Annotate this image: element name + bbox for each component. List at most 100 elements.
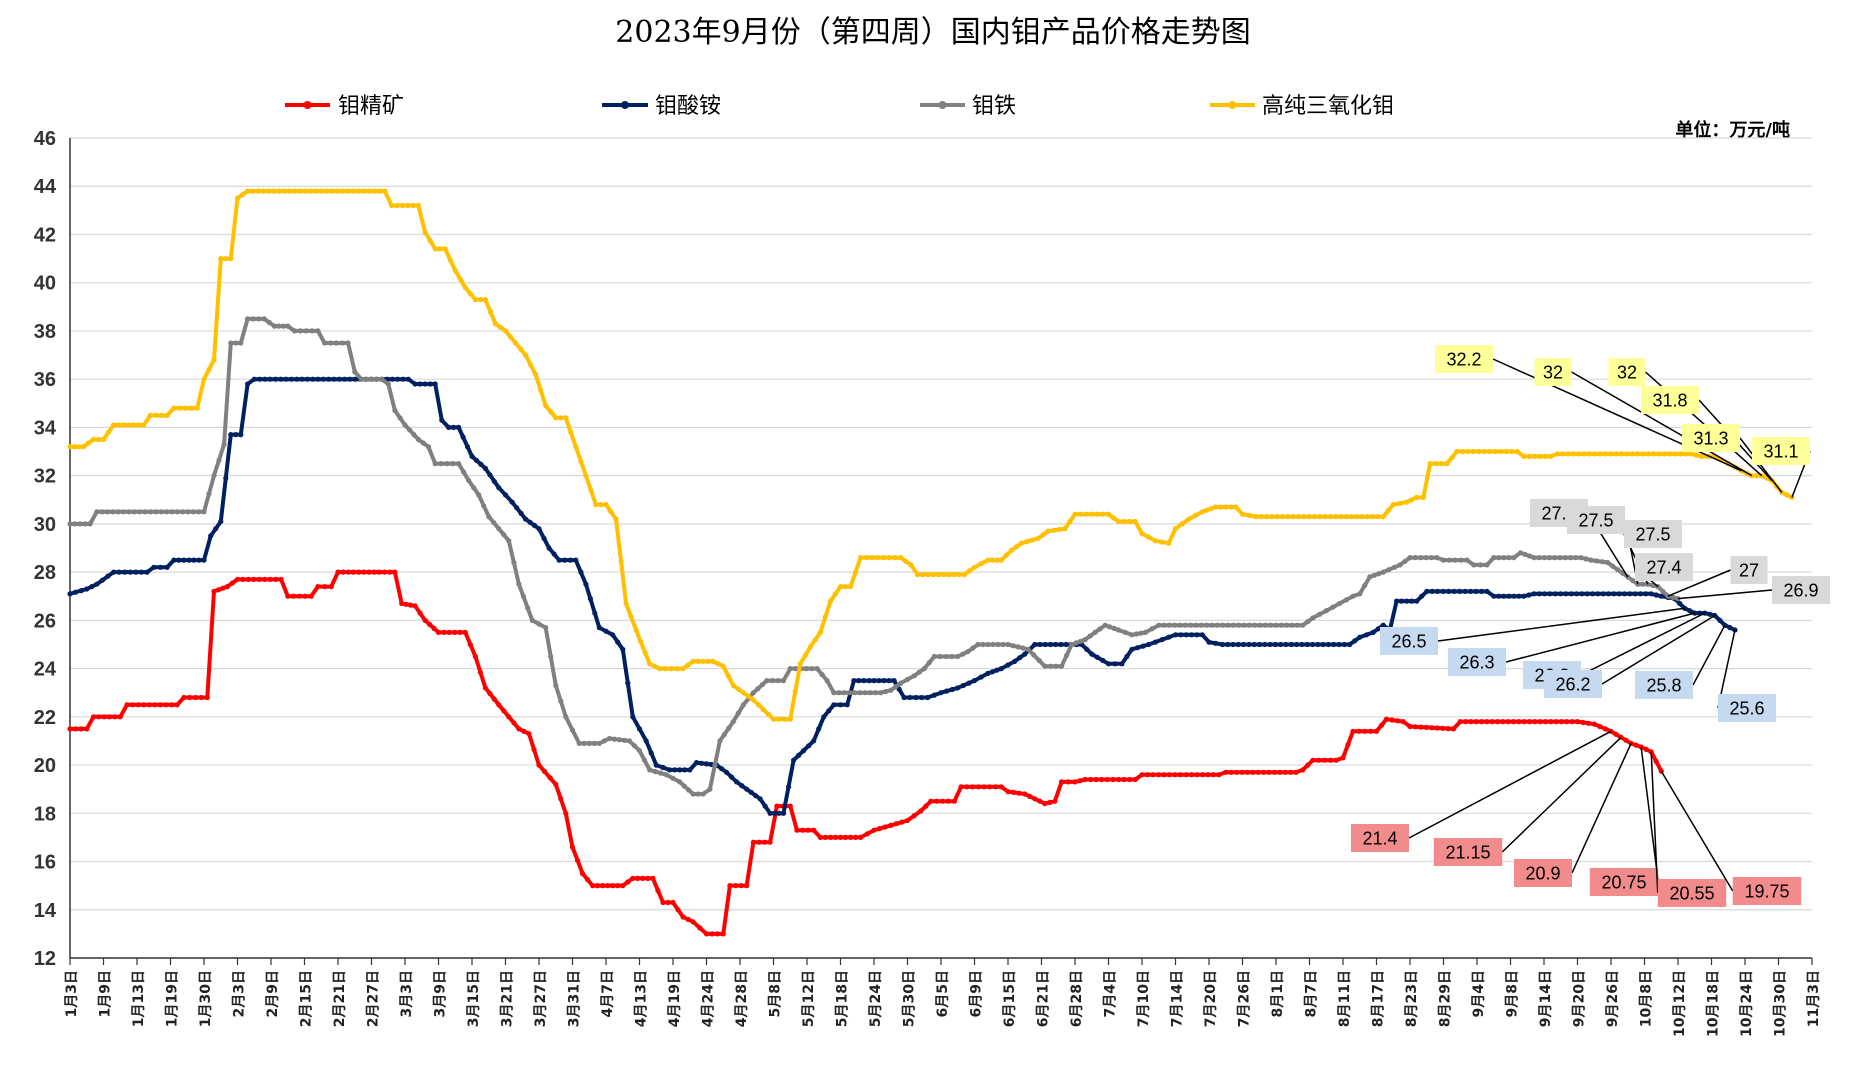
data-point <box>1619 451 1625 457</box>
data-point <box>491 520 497 526</box>
data-point <box>194 405 200 411</box>
data-point <box>417 381 423 387</box>
data-point <box>772 810 778 816</box>
x-tick-label: 8月23日 <box>1404 970 1420 1027</box>
data-point <box>318 188 325 194</box>
data-point <box>1526 592 1532 598</box>
data-point <box>1267 641 1273 648</box>
data-point <box>923 803 929 809</box>
callout-leader <box>1739 437 1783 493</box>
legend-item: 高纯三氧化钼 <box>1210 94 1394 119</box>
data-point <box>101 714 107 720</box>
data-point <box>452 268 458 274</box>
data-point <box>775 678 781 684</box>
data-point <box>1434 555 1440 561</box>
data-point <box>1018 540 1024 546</box>
data-point <box>363 376 370 382</box>
data-point <box>630 714 636 720</box>
x-tick-label: 4月28日 <box>734 970 750 1027</box>
data-point <box>1386 567 1392 573</box>
data-callout: 27.4 <box>1634 553 1693 588</box>
data-point <box>1177 622 1183 628</box>
data-point <box>304 376 310 382</box>
data-point <box>1112 661 1118 667</box>
x-tick-label: 2月27日 <box>366 970 382 1027</box>
data-point <box>272 376 279 382</box>
data-point <box>605 883 611 889</box>
data-point <box>1310 615 1316 621</box>
data-point <box>748 789 754 796</box>
data-point <box>516 726 522 732</box>
data-point <box>291 593 297 599</box>
data-point <box>1022 791 1028 797</box>
data-point <box>635 875 641 882</box>
data-callout: 31.3 <box>1682 424 1783 493</box>
data-point <box>891 678 897 684</box>
data-point <box>457 276 463 282</box>
data-point <box>213 526 219 532</box>
data-callout: 21.4 <box>1351 730 1612 852</box>
callout-leader <box>1667 569 1731 597</box>
data-point <box>1097 626 1103 632</box>
data-point <box>1627 591 1633 597</box>
y-tick-label: 44 <box>34 176 57 198</box>
unit-label: 单位：万元/吨 <box>1675 119 1790 141</box>
data-point <box>1606 591 1612 597</box>
data-point <box>590 883 596 889</box>
data-point <box>322 340 328 346</box>
callout-box <box>1435 345 1493 373</box>
data-point <box>1089 511 1095 517</box>
callout-box <box>1730 556 1768 584</box>
data-point <box>985 641 991 648</box>
data-point <box>695 658 701 665</box>
data-point <box>1446 557 1452 563</box>
data-point <box>1189 632 1195 638</box>
data-point <box>1593 558 1600 564</box>
data-point <box>111 569 117 575</box>
data-point <box>1688 451 1694 457</box>
data-point <box>1433 461 1439 467</box>
data-point <box>1134 645 1141 651</box>
data-point <box>1367 574 1373 580</box>
data-point <box>769 678 776 684</box>
data-point <box>67 444 73 450</box>
data-point <box>610 632 616 638</box>
data-point <box>645 875 651 882</box>
data-point <box>1088 776 1094 783</box>
data-point <box>1505 719 1511 725</box>
data-point <box>677 767 683 773</box>
data-point <box>302 593 308 599</box>
data-point <box>432 246 438 252</box>
callout-box <box>1567 506 1625 534</box>
data-point <box>1516 593 1522 599</box>
data-point <box>724 769 730 775</box>
data-point <box>220 585 226 591</box>
data-point <box>1554 451 1560 457</box>
data-point <box>482 465 488 471</box>
data-point <box>1574 719 1581 725</box>
data-point <box>439 417 445 423</box>
data-point <box>451 424 457 430</box>
data-point <box>712 762 718 768</box>
data-point <box>1053 663 1059 669</box>
data-point <box>447 257 453 263</box>
data-point <box>1350 593 1356 599</box>
data-point <box>1244 769 1250 775</box>
data-point <box>408 602 414 608</box>
data-point <box>871 678 877 684</box>
data-point <box>853 834 859 841</box>
data-point <box>100 436 107 443</box>
data-point <box>1643 746 1649 753</box>
data-point <box>931 653 937 660</box>
data-point <box>919 694 925 701</box>
data-point <box>730 719 736 725</box>
x-tick-label: 1月30日 <box>198 970 214 1027</box>
data-point <box>640 875 646 882</box>
data-point <box>705 658 711 665</box>
data-label: 32 <box>1617 363 1637 383</box>
data-point <box>767 839 773 845</box>
data-point <box>558 698 564 704</box>
data-point <box>481 503 487 509</box>
data-point <box>1677 600 1683 607</box>
data-point <box>803 666 809 672</box>
